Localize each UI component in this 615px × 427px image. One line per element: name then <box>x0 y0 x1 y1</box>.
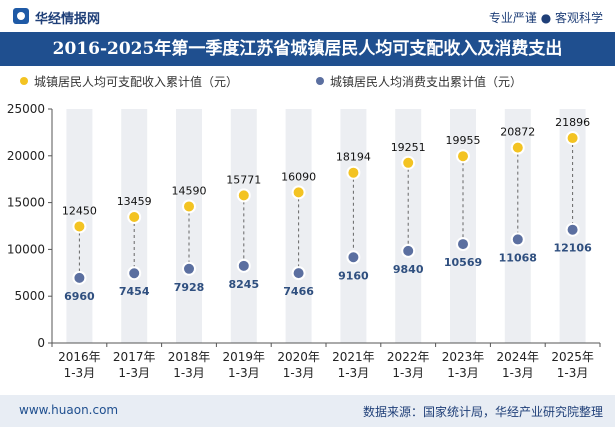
consumption-point <box>456 237 470 252</box>
consumption-point <box>236 258 251 273</box>
consumption-value-label: 9840 <box>393 263 424 276</box>
x-tick-label: 2021年 1-3月 <box>332 350 375 380</box>
income-value-label: 15771 <box>226 173 261 186</box>
income-value-label: 13459 <box>117 195 152 208</box>
category-band <box>340 109 367 343</box>
x-tick-label: 2017年 1-3月 <box>113 350 156 380</box>
logo-icon <box>13 8 29 24</box>
income-point <box>401 155 416 170</box>
consumption-point <box>565 222 580 237</box>
y-tick-label: 5000 <box>14 289 45 303</box>
income-value-label: 21896 <box>555 116 590 129</box>
y-tick-label: 15000 <box>7 196 45 210</box>
chart-area: 0 5000 10000 15000 20000 25000 2016年 1-3月 2017年 1… <box>0 92 615 394</box>
chart-title: 2016-2025年第一季度江苏省城镇居民人均可支配收入及消费支出 <box>52 39 563 59</box>
consumption-value-label: 12106 <box>553 242 592 255</box>
y-tick-label: 10000 <box>7 242 45 256</box>
consumption-value-label: 10569 <box>444 256 482 269</box>
y-tick-label: 20000 <box>7 149 45 163</box>
consumption-point <box>291 266 306 281</box>
x-tick-label: 2022年 1-3月 <box>387 350 430 380</box>
income-value-label: 16090 <box>281 170 316 183</box>
consumption-point <box>72 270 87 285</box>
category-band <box>395 109 422 343</box>
income-point <box>182 199 196 214</box>
consumption-value-label: 7454 <box>119 285 150 298</box>
title-bar: 2016-2025年第一季度江苏省城镇居民人均可支配收入及消费支出 <box>0 32 615 66</box>
income-value-label: 20872 <box>500 126 535 139</box>
income-point <box>72 219 87 234</box>
footer-source: 数据来源：国家统计局，华经产业研究院整理 <box>362 405 603 419</box>
legend-label-consumption: 城镇居民人均消费支出累计值（元） <box>330 75 523 89</box>
x-tick-label: 2020年 1-3月 <box>277 350 320 380</box>
consumption-point <box>127 266 142 281</box>
brand-name: 华经情报网 <box>35 12 101 27</box>
consumption-point <box>510 232 525 247</box>
income-point <box>565 131 580 146</box>
income-point <box>291 185 306 200</box>
consumption-value-label: 9160 <box>338 269 369 282</box>
consumption-value-label: 6960 <box>64 290 95 303</box>
top-bar: 华经情报网 专业严谨 ● 客观科学 <box>0 0 615 32</box>
x-tick-label: 2025年 1-3月 <box>551 350 594 380</box>
consumption-point <box>401 243 416 258</box>
income-value-label: 12450 <box>62 204 97 217</box>
line-chart: 0 5000 10000 15000 20000 25000 2016年 1-3月 2017年 1… <box>7 102 601 380</box>
footer-website: www.huaon.com <box>19 403 119 417</box>
income-value-label: 18194 <box>336 151 371 164</box>
brand-tagline: 专业严谨 ● 客观科学 <box>488 11 603 25</box>
category-band <box>450 109 476 343</box>
footer: www.huaon.com 数据来源：国家统计局，华经产业研究院整理 <box>0 395 615 427</box>
x-tick-label: 2024年 1-3月 <box>497 350 540 380</box>
income-point <box>510 140 525 155</box>
x-tick-label: 2016年 1-3月 <box>58 350 101 380</box>
legend-label-income: 城镇居民人均可支配收入累计值（元） <box>34 75 239 89</box>
consumption-value-label: 8245 <box>228 278 259 291</box>
legend-marker-consumption <box>316 77 324 85</box>
x-tick-label: 2019年 1-3月 <box>223 350 266 380</box>
consumption-point <box>346 250 361 265</box>
consumption-point <box>182 261 196 276</box>
income-value-label: 14590 <box>172 184 207 197</box>
income-point <box>456 149 470 164</box>
consumption-value-label: 7466 <box>283 285 314 298</box>
income-point <box>236 188 251 203</box>
income-value-label: 19955 <box>446 134 481 147</box>
income-value-label: 19251 <box>391 141 426 154</box>
y-tick-label: 25000 <box>7 102 45 116</box>
income-point <box>346 165 361 180</box>
y-tick-label: 0 <box>37 336 45 350</box>
category-band <box>285 109 312 343</box>
x-tick-label: 2018年 1-3月 <box>168 350 211 380</box>
consumption-value-label: 7928 <box>174 281 205 294</box>
legend-marker-income <box>20 77 28 85</box>
consumption-value-label: 11068 <box>499 251 537 264</box>
income-point <box>127 210 142 225</box>
x-tick-label: 2023年 1-3月 <box>442 350 485 380</box>
